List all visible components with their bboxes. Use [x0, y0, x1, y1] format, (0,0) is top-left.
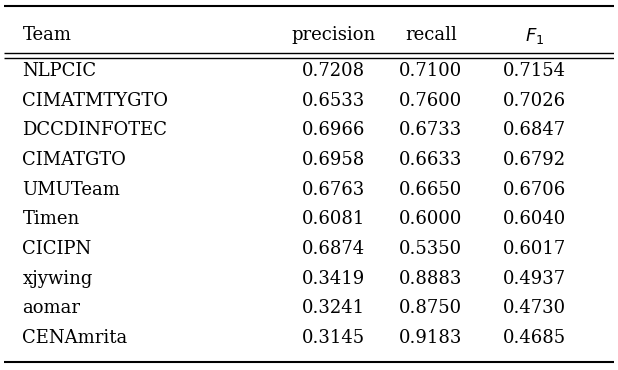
Text: DCCDINFOTEC: DCCDINFOTEC: [22, 121, 167, 139]
Text: 0.7208: 0.7208: [302, 62, 365, 80]
Text: 0.6017: 0.6017: [503, 240, 566, 258]
Text: 0.6081: 0.6081: [302, 210, 365, 228]
Text: 0.6763: 0.6763: [302, 181, 365, 199]
Text: 0.6000: 0.6000: [399, 210, 463, 228]
Text: $F_1$: $F_1$: [525, 26, 544, 46]
Text: Timen: Timen: [22, 210, 80, 228]
Text: recall: recall: [405, 26, 457, 44]
Text: 0.6533: 0.6533: [302, 92, 365, 110]
Text: 0.6874: 0.6874: [302, 240, 365, 258]
Text: 0.6958: 0.6958: [302, 151, 365, 169]
Text: 0.6792: 0.6792: [503, 151, 566, 169]
Text: 0.7600: 0.7600: [399, 92, 462, 110]
Text: 0.3419: 0.3419: [302, 270, 365, 287]
Text: 0.4937: 0.4937: [503, 270, 566, 287]
Text: 0.6650: 0.6650: [399, 181, 462, 199]
Text: 0.5350: 0.5350: [399, 240, 462, 258]
Text: 0.6706: 0.6706: [503, 181, 566, 199]
Text: Team: Team: [22, 26, 72, 44]
Text: 0.7154: 0.7154: [503, 62, 566, 80]
Text: 0.6966: 0.6966: [302, 121, 365, 139]
Text: CICIPN: CICIPN: [22, 240, 91, 258]
Text: xjywing: xjywing: [22, 270, 93, 287]
Text: CIMATMTYGTO: CIMATMTYGTO: [22, 92, 169, 110]
Text: 0.9183: 0.9183: [399, 329, 463, 347]
Text: 0.6847: 0.6847: [503, 121, 566, 139]
Text: 0.3145: 0.3145: [302, 329, 365, 347]
Text: aomar: aomar: [22, 299, 80, 317]
Text: CIMATGTO: CIMATGTO: [22, 151, 126, 169]
Text: 0.6633: 0.6633: [399, 151, 463, 169]
Text: 0.6733: 0.6733: [399, 121, 462, 139]
Text: 0.6040: 0.6040: [503, 210, 566, 228]
Text: 0.3241: 0.3241: [302, 299, 365, 317]
Text: CENAmrita: CENAmrita: [22, 329, 128, 347]
Text: NLPCIC: NLPCIC: [22, 62, 96, 80]
Text: 0.7100: 0.7100: [399, 62, 462, 80]
Text: 0.4685: 0.4685: [503, 329, 566, 347]
Text: precision: precision: [291, 26, 376, 44]
Text: 0.8883: 0.8883: [399, 270, 463, 287]
Text: 0.8750: 0.8750: [399, 299, 462, 317]
Text: 0.7026: 0.7026: [503, 92, 566, 110]
Text: UMUTeam: UMUTeam: [22, 181, 121, 199]
Text: 0.4730: 0.4730: [503, 299, 566, 317]
